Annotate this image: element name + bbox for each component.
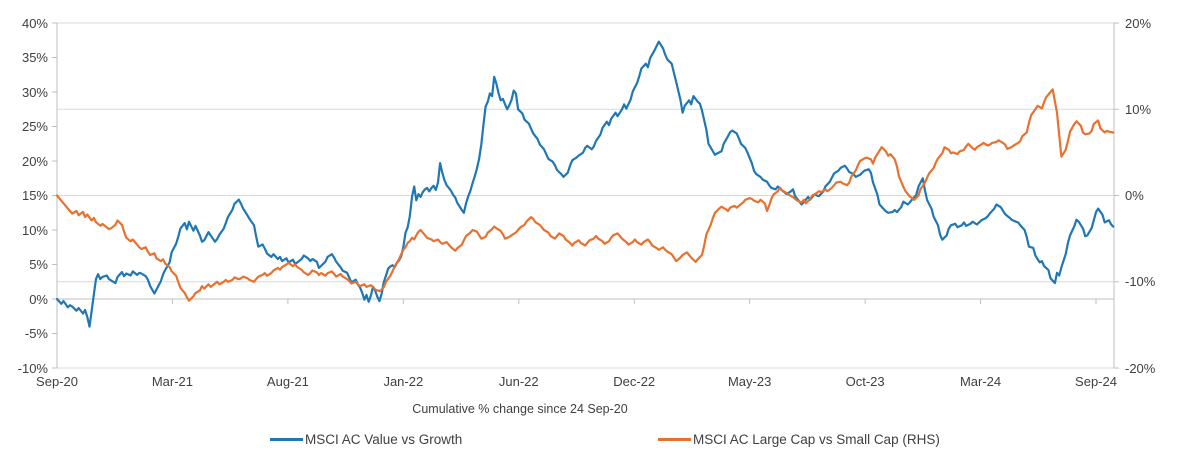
x-axis-tick-label: Sep-20 <box>36 374 78 389</box>
left-axis-tick-label: -10% <box>17 360 48 376</box>
right-axis-tick-label: 20% <box>1125 15 1152 31</box>
left-axis-tick-label: 35% <box>21 50 48 65</box>
left-axis-tick-label: 10% <box>21 222 48 238</box>
x-axis-tick-label: Sep-24 <box>1075 374 1117 389</box>
x-axis-tick-label: Jan-22 <box>383 374 424 389</box>
x-axis-tick-label: May-23 <box>727 374 772 389</box>
legend-label: MSCI AC Value vs Growth <box>305 431 463 447</box>
legend-item-value-vs-growth: MSCI AC Value vs Growth <box>270 431 462 447</box>
right-axis-tick-label: -10% <box>1125 274 1156 290</box>
right-axis-tick-label: -20% <box>1125 360 1156 376</box>
chart-subtitle: Cumulative % change since 24 Sep-20 <box>412 402 628 416</box>
legend-item-large-vs-small: MSCI AC Large Cap vs Small Cap (RHS) <box>658 431 940 447</box>
right-axis-tick-label: 10% <box>1125 101 1152 117</box>
value-vs-growth-legend-marker-icon <box>270 437 303 441</box>
legend-label: MSCI AC Large Cap vs Small Cap (RHS) <box>693 431 940 447</box>
left-axis-tick-label: 40% <box>21 15 48 31</box>
left-axis-tick-label: -5% <box>24 326 48 341</box>
left-axis-tick-label: 25% <box>21 119 48 134</box>
value-vs-growth-line <box>55 40 1115 328</box>
left-axis-tick-label: 5% <box>29 257 48 272</box>
left-axis-tick-label: 20% <box>21 153 48 169</box>
x-axis-tick-label: Mar-21 <box>151 374 194 389</box>
large-vs-small-legend-marker-icon <box>658 437 691 441</box>
x-axis-tick-label: Mar-24 <box>959 374 1002 389</box>
large-vs-small-line <box>55 88 1115 302</box>
right-axis-tick-label: 0% <box>1125 188 1144 203</box>
x-axis-tick-label: Oct-23 <box>845 374 885 389</box>
x-axis-tick-label: Jun-22 <box>498 374 539 389</box>
left-axis-tick-label: 30% <box>21 84 48 100</box>
x-axis-tick-label: Aug-21 <box>266 374 309 389</box>
x-axis-tick-label: Dec-22 <box>613 374 656 389</box>
left-axis-tick-label: 0% <box>29 291 48 307</box>
left-axis-tick-label: 15% <box>21 188 48 203</box>
